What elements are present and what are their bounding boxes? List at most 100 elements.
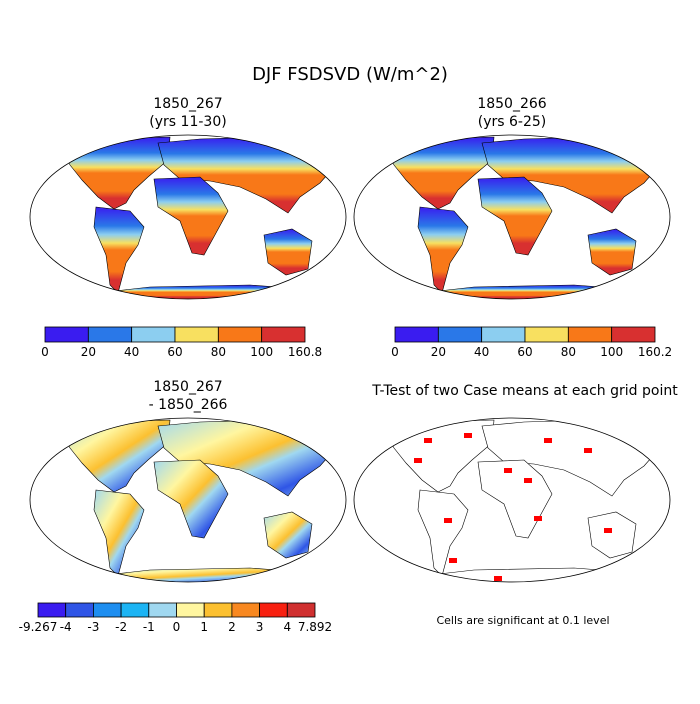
colorbar-label: 0 [391, 345, 399, 359]
significant-cells [444, 518, 452, 523]
colorbar-label: 40 [124, 345, 139, 359]
colorbar-label: 0 [41, 345, 49, 359]
colorbar-swatch [37, 602, 67, 618]
colorbar-swatch [120, 602, 150, 618]
continent [383, 136, 495, 210]
significant-cells [544, 438, 552, 443]
continent [417, 489, 469, 577]
map [353, 417, 671, 583]
colorbar-swatch [93, 602, 122, 618]
colorbar-label: 60 [517, 345, 532, 359]
panel-subtitle: - 1850_266 [149, 397, 228, 413]
panel-subtitle: (yrs 11-30) [149, 114, 226, 130]
colorbar-label: -3 [87, 620, 99, 634]
colorbar-swatch [286, 602, 316, 618]
panel-subtitle: (yrs 6-25) [478, 114, 546, 130]
significant-cells [584, 448, 592, 453]
continent [417, 206, 469, 294]
significant-cells [614, 574, 622, 579]
continent [59, 136, 171, 210]
colorbar-swatch [261, 326, 306, 343]
colorbar-swatch [44, 326, 89, 343]
colorbar-label: 60 [167, 345, 182, 359]
land [59, 136, 337, 299]
continent [93, 206, 145, 294]
colorbar-label: 160.2 [638, 345, 672, 359]
colorbar-label: 80 [561, 345, 576, 359]
significant-cells [534, 516, 542, 521]
colorbar-swatch [87, 326, 133, 343]
land [59, 419, 337, 582]
continent [477, 176, 553, 256]
panel-title: 1850_267 [153, 96, 222, 112]
colorbar-label: 20 [431, 345, 446, 359]
significant-cells [624, 432, 632, 437]
colorbar-label: 2 [228, 620, 236, 634]
colorbar-swatch [231, 602, 260, 618]
continent [587, 511, 637, 559]
land [383, 136, 661, 299]
significant-cells [464, 433, 472, 438]
colorbar-label: 100 [600, 345, 623, 359]
colorbar-label: 4 [283, 620, 291, 634]
colorbar-label: -4 [60, 620, 72, 634]
continent [587, 228, 637, 276]
figure-title: DJF FSDSVD (W/m^2) [252, 64, 448, 85]
colorbar-swatch [611, 326, 656, 343]
significant-cells [449, 558, 457, 563]
colorbar-label: 80 [211, 345, 226, 359]
colorbar-label: 3 [256, 620, 264, 634]
colorbar-swatch [176, 602, 205, 618]
colorbar-swatch [131, 326, 176, 343]
panel-title: T-Test of two Case means at each grid po… [371, 383, 678, 399]
continent [153, 176, 229, 256]
map [29, 134, 347, 300]
colorbar-swatch [481, 326, 526, 343]
colorbar-label: 1 [200, 620, 208, 634]
continent [263, 511, 313, 559]
panel-title: 1850_266 [477, 96, 546, 112]
colorbar-label: -9.267 [19, 620, 58, 634]
continent [383, 419, 495, 493]
panel-title: 1850_267 [153, 379, 222, 395]
continent [263, 228, 313, 276]
colorbar-label: 0 [173, 620, 181, 634]
colorbar-swatch [567, 326, 613, 343]
continent [153, 459, 229, 539]
colorbar-swatch [148, 602, 177, 618]
colorbar-swatch [174, 326, 219, 343]
colorbar-label: 100 [250, 345, 273, 359]
colorbar-label: 20 [81, 345, 96, 359]
significant-cells [424, 438, 432, 443]
map [29, 417, 347, 583]
land [383, 419, 661, 582]
colorbar-label: -1 [143, 620, 155, 634]
colorbar-swatch [203, 602, 233, 618]
colorbar-swatch [437, 326, 483, 343]
colorbar-swatch [65, 602, 94, 618]
map [353, 134, 671, 300]
map-border [353, 134, 671, 300]
colorbar-label: 160.8 [288, 345, 322, 359]
significant-cells [564, 578, 572, 582]
significant-cells [504, 468, 512, 473]
significant-cells [524, 478, 532, 483]
continent [477, 459, 553, 539]
colorbar-swatch [394, 326, 439, 343]
colorbar-swatch [217, 326, 263, 343]
significant-cells [494, 576, 502, 581]
significant-cells [414, 458, 422, 463]
colorbar-label: 7.892 [298, 620, 332, 634]
map-border [29, 417, 347, 583]
continent [59, 419, 171, 493]
colorbar-swatch [259, 602, 288, 618]
colorbar-label: -2 [115, 620, 127, 634]
continent [93, 489, 145, 577]
map-border [29, 134, 347, 300]
map-border [353, 417, 671, 583]
colorbar-swatch [524, 326, 569, 343]
significance-note: Cells are significant at 0.1 level [436, 614, 609, 627]
significant-cells [604, 528, 612, 533]
colorbar-label: 40 [474, 345, 489, 359]
